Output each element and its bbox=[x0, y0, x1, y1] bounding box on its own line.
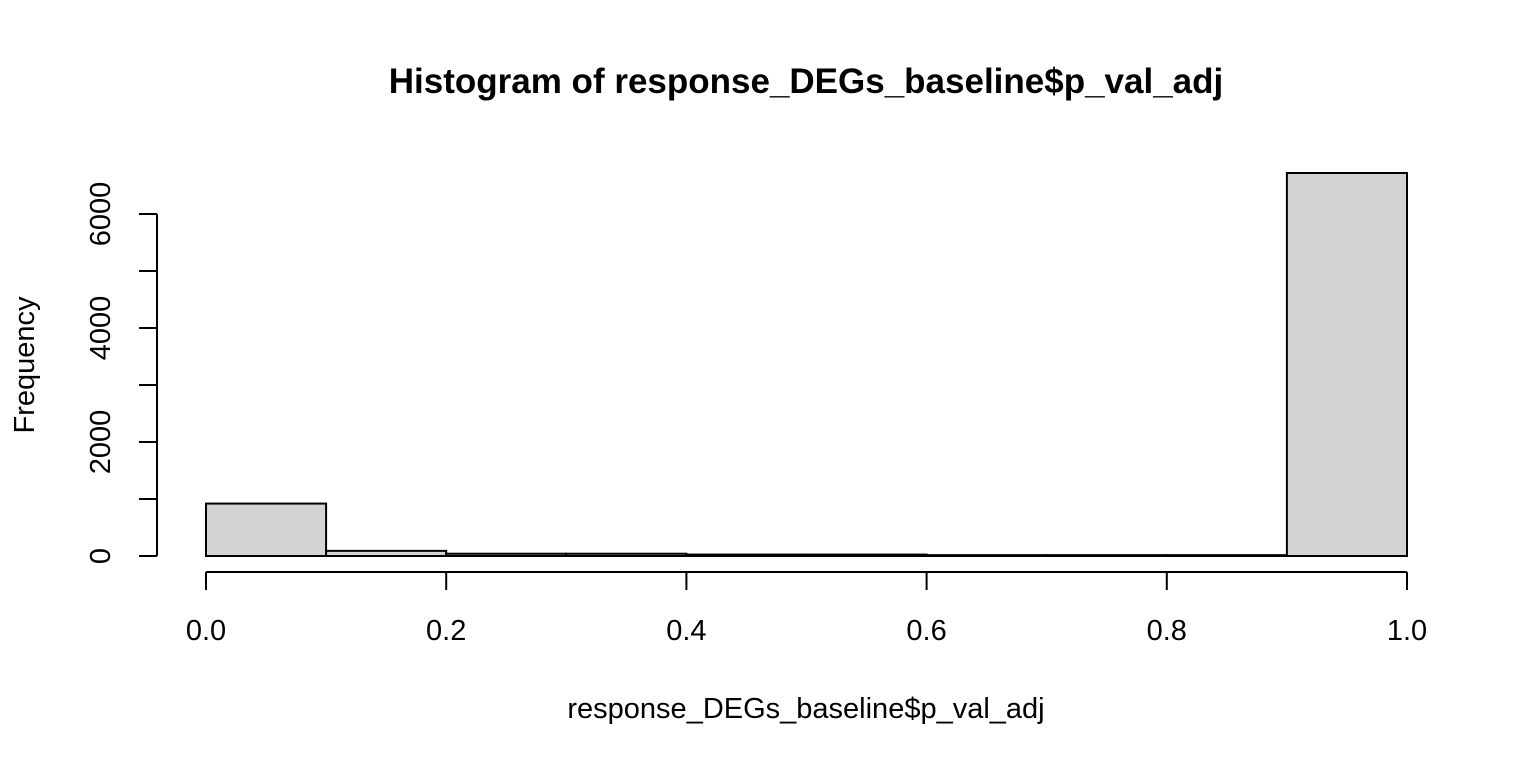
histogram-bar bbox=[1045, 554, 1168, 557]
x-tick-label: 0.2 bbox=[426, 615, 466, 647]
histogram-bar bbox=[1285, 172, 1409, 557]
y-tick-label: 2000 bbox=[85, 410, 117, 475]
histogram-bars bbox=[205, 172, 1409, 558]
x-axis-label: response_DEGs_baseline$p_val_adj bbox=[567, 693, 1044, 725]
histogram-bar bbox=[325, 549, 448, 558]
histogram-bar bbox=[805, 553, 928, 557]
x-tick-label: 0.4 bbox=[666, 615, 706, 647]
chart-title: Histogram of response_DEGs_baseline$p_va… bbox=[389, 62, 1224, 101]
x-tick-label: 1.0 bbox=[1387, 615, 1427, 647]
histogram-bar bbox=[685, 553, 808, 557]
histogram-bar bbox=[925, 554, 1048, 557]
x-axis: 0.0 0.2 0.4 0.6 0.8 1.0 bbox=[186, 571, 1427, 647]
histogram-bar bbox=[1165, 554, 1288, 557]
y-tick-label: 0 bbox=[85, 548, 117, 564]
histogram-bar bbox=[205, 502, 328, 558]
histogram-bar bbox=[565, 552, 688, 557]
x-tick-label: 0.8 bbox=[1147, 615, 1187, 647]
y-tick-label: 6000 bbox=[85, 182, 117, 247]
x-tick-label: 0.6 bbox=[906, 615, 946, 647]
y-axis: 0 2000 4000 6000 bbox=[85, 182, 158, 564]
x-tick-label: 0.0 bbox=[186, 615, 226, 647]
y-axis-label: Frequency bbox=[9, 296, 41, 434]
y-tick-label: 4000 bbox=[85, 296, 117, 361]
histogram-bar bbox=[445, 552, 568, 557]
